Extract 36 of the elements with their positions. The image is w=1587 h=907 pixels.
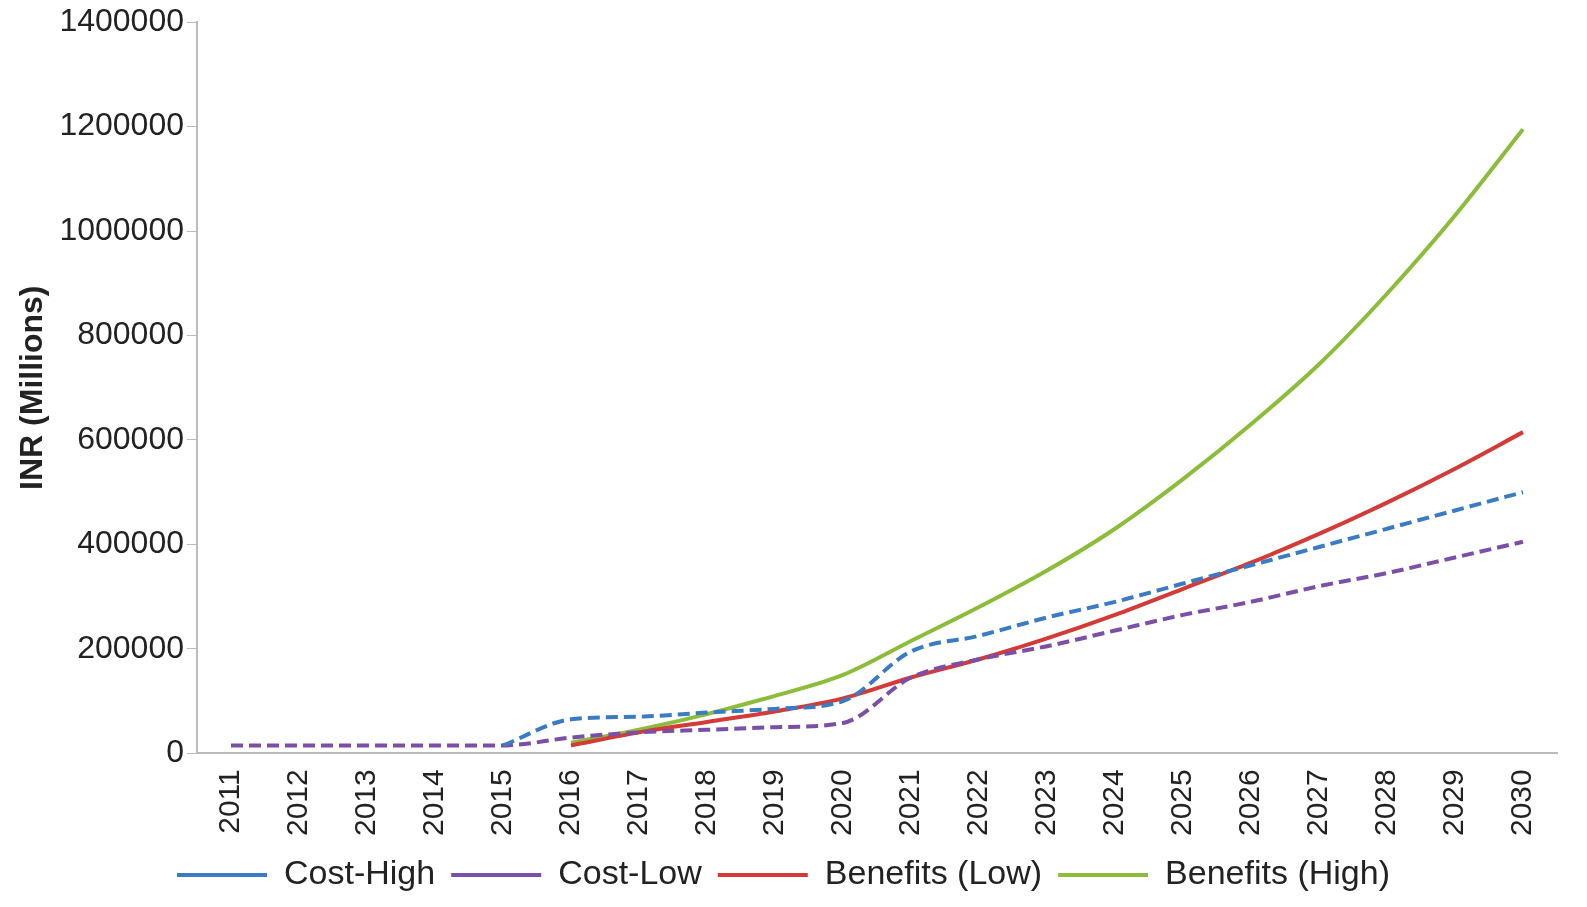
y-tick-label: 200000 [77, 628, 184, 665]
line-series [500, 490, 1525, 748]
x-tick-label: 2024 [1096, 769, 1130, 837]
y-tick-label: 0 [166, 733, 184, 770]
x-tick-label: 2020 [824, 769, 858, 837]
line-series [568, 127, 1525, 745]
x-tick-label: 2027 [1300, 769, 1334, 837]
y-tick-label: 1200000 [59, 106, 184, 143]
x-tick-label: 2030 [1504, 769, 1538, 837]
x-tick-label: 2013 [348, 769, 382, 837]
y-tick-label: 1400000 [59, 2, 184, 39]
x-tick-label: 2025 [1164, 769, 1198, 837]
x-tick-label: 2029 [1436, 769, 1470, 837]
legend-label: Cost-Low [558, 853, 703, 892]
legend-label: Benefits (Low) [824, 853, 1043, 892]
x-tick-label: 2016 [552, 769, 586, 837]
x-tick-label: 2028 [1368, 769, 1402, 837]
legend-label: Cost-High [284, 853, 436, 892]
x-tick-label: 2021 [892, 769, 926, 837]
x-tick-label: 2017 [620, 769, 654, 837]
x-tick-label: 2011 [212, 769, 246, 834]
x-tick-label: 2022 [960, 769, 994, 837]
x-tick-label: 2014 [416, 769, 450, 837]
y-tick-label: 600000 [77, 419, 184, 456]
x-tick-label: 2015 [484, 769, 518, 837]
y-axis-title: INR (Millions) [13, 285, 50, 490]
x-tick-label: 2019 [756, 769, 790, 837]
legend-label: Benefits (High) [1165, 853, 1390, 892]
x-tick-label: 2026 [1232, 769, 1266, 837]
y-tick-label: 400000 [77, 524, 184, 561]
x-tick-label: 2012 [280, 769, 314, 837]
line-series [228, 539, 1525, 748]
y-tick-label: 800000 [77, 315, 184, 352]
x-tick-label: 2018 [688, 769, 722, 837]
y-tick-label: 1000000 [59, 210, 184, 247]
x-tick-label: 2023 [1028, 769, 1062, 837]
